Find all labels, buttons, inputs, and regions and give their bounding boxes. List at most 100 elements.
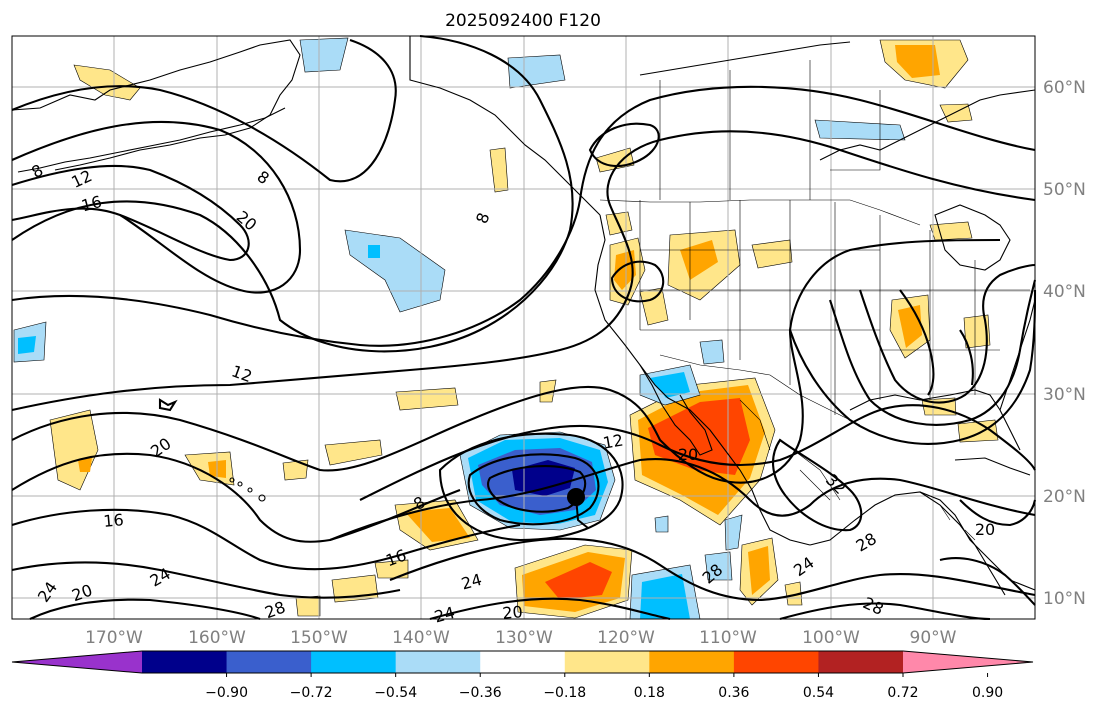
contour-line — [389, 537, 1036, 602]
shade-negative — [704, 551, 733, 581]
colorbar-segment — [395, 651, 481, 673]
contour-line — [359, 404, 1036, 501]
contour-label: 16 — [79, 192, 104, 216]
shade-positive — [751, 239, 793, 269]
colorbar-segment — [311, 651, 397, 673]
lon-label: 170°W — [85, 628, 143, 648]
coastline-hudson — [819, 89, 1036, 161]
colorbar-segment — [649, 651, 735, 673]
colorbar-segment — [818, 651, 904, 673]
colorbar-tick-label: 0.90 — [972, 685, 1003, 701]
shade-negative — [724, 514, 743, 551]
shade-negative-strongest — [512, 460, 575, 496]
map-frame — [11, 35, 1036, 620]
contour-line — [11, 39, 397, 183]
colorbar-tick-label: 0.36 — [718, 685, 749, 701]
contour-line — [487, 464, 587, 513]
contour-line — [11, 85, 1036, 347]
shade-positive-red — [648, 398, 750, 475]
contour-label: 24 — [459, 570, 484, 594]
lat-label: 60°N — [1043, 78, 1086, 98]
contour-label: 12 — [601, 430, 624, 452]
shade-negative — [507, 54, 566, 89]
coastline-arctic — [639, 41, 851, 76]
coastline-aleutians — [17, 107, 286, 173]
island — [247, 487, 253, 493]
contour-line — [11, 508, 521, 571]
storm-track — [575, 496, 589, 529]
coastline-alaska — [11, 39, 301, 171]
contour-line — [610, 260, 665, 303]
lon-label: 130°W — [495, 628, 553, 648]
shade-negative-mid — [640, 574, 690, 619]
colorbar-tick-label: 0.54 — [803, 685, 834, 701]
shade-negative — [654, 515, 669, 533]
contour-line — [329, 458, 1036, 541]
contour-line — [158, 398, 178, 412]
lon-label: 100°W — [802, 628, 860, 648]
coastline-cuba — [954, 457, 1031, 476]
coastline-central-america — [919, 491, 1006, 596]
contour-line — [11, 561, 401, 599]
shade-negative-mid — [368, 245, 380, 258]
colorbar-extend-high — [903, 651, 1033, 673]
contour-line — [11, 120, 302, 294]
shade-negative-mid — [18, 336, 36, 354]
coastlines — [11, 36, 1036, 596]
colorbar-tick-label: −0.18 — [543, 685, 586, 701]
shade-positive — [282, 459, 309, 481]
shade-positive — [489, 147, 509, 193]
contour-line — [11, 130, 1036, 412]
contours — [11, 34, 1037, 621]
colorbar-extend-low — [12, 651, 142, 673]
contour-line — [29, 598, 261, 620]
colorbar-tick-label: 0.18 — [634, 685, 665, 701]
border-central-america — [939, 504, 976, 541]
lon-label: 110°W — [699, 628, 757, 648]
border-us-mexico — [659, 354, 861, 426]
contour-line — [772, 438, 863, 532]
contour-line — [11, 34, 574, 353]
coastline-west-coast — [594, 214, 811, 546]
contour-line — [859, 263, 1036, 404]
colorbar-outline — [11, 650, 1034, 674]
contour-line — [959, 499, 1037, 527]
colorbar-segment — [564, 651, 650, 673]
contour-label: 24 — [432, 603, 457, 627]
shade-positive — [374, 559, 409, 579]
graticule — [12, 36, 1035, 619]
contour-label: 16 — [103, 510, 125, 531]
shade-positive-red — [545, 562, 612, 600]
contour-line — [11, 238, 1001, 484]
figure-title: 2025092400 F120 — [445, 11, 601, 31]
map-panel: 12 16 8 20 8 12 20 16 24 20 24 28 24 16 … — [11, 34, 1037, 627]
border-states — [639, 200, 1030, 415]
lon-label: 90°W — [910, 628, 957, 648]
colorbar-labels: −0.90 −0.72 −0.54 −0.36 −0.18 0.18 0.36 0.54 0.7… — [205, 673, 1003, 701]
shade-negative — [299, 37, 349, 73]
island — [258, 494, 266, 502]
shade-positive — [957, 419, 999, 443]
coastline-baja — [639, 364, 713, 456]
island — [229, 477, 235, 483]
contour-line — [779, 602, 991, 621]
lat-label: 10°N — [1043, 589, 1086, 609]
contour-line — [588, 122, 660, 167]
border-us-canada — [599, 199, 921, 226]
shade-positive — [295, 595, 321, 617]
lat-label: 20°N — [1043, 487, 1086, 507]
colorbar-segment — [142, 651, 228, 673]
contour-label: 20 — [975, 520, 995, 539]
lat-label: 30°N — [1043, 385, 1086, 405]
contour-line — [429, 597, 671, 621]
contour-line — [829, 279, 1037, 426]
shade-positive — [639, 287, 669, 326]
storm-marker — [567, 488, 589, 529]
contour-label: 20 — [502, 602, 524, 623]
coastline-gulf-mexico — [809, 491, 1036, 591]
contour-line — [789, 289, 1037, 445]
shade-negative — [814, 119, 906, 141]
colorbar-segments — [11, 650, 1034, 674]
contour-line — [939, 557, 1036, 606]
